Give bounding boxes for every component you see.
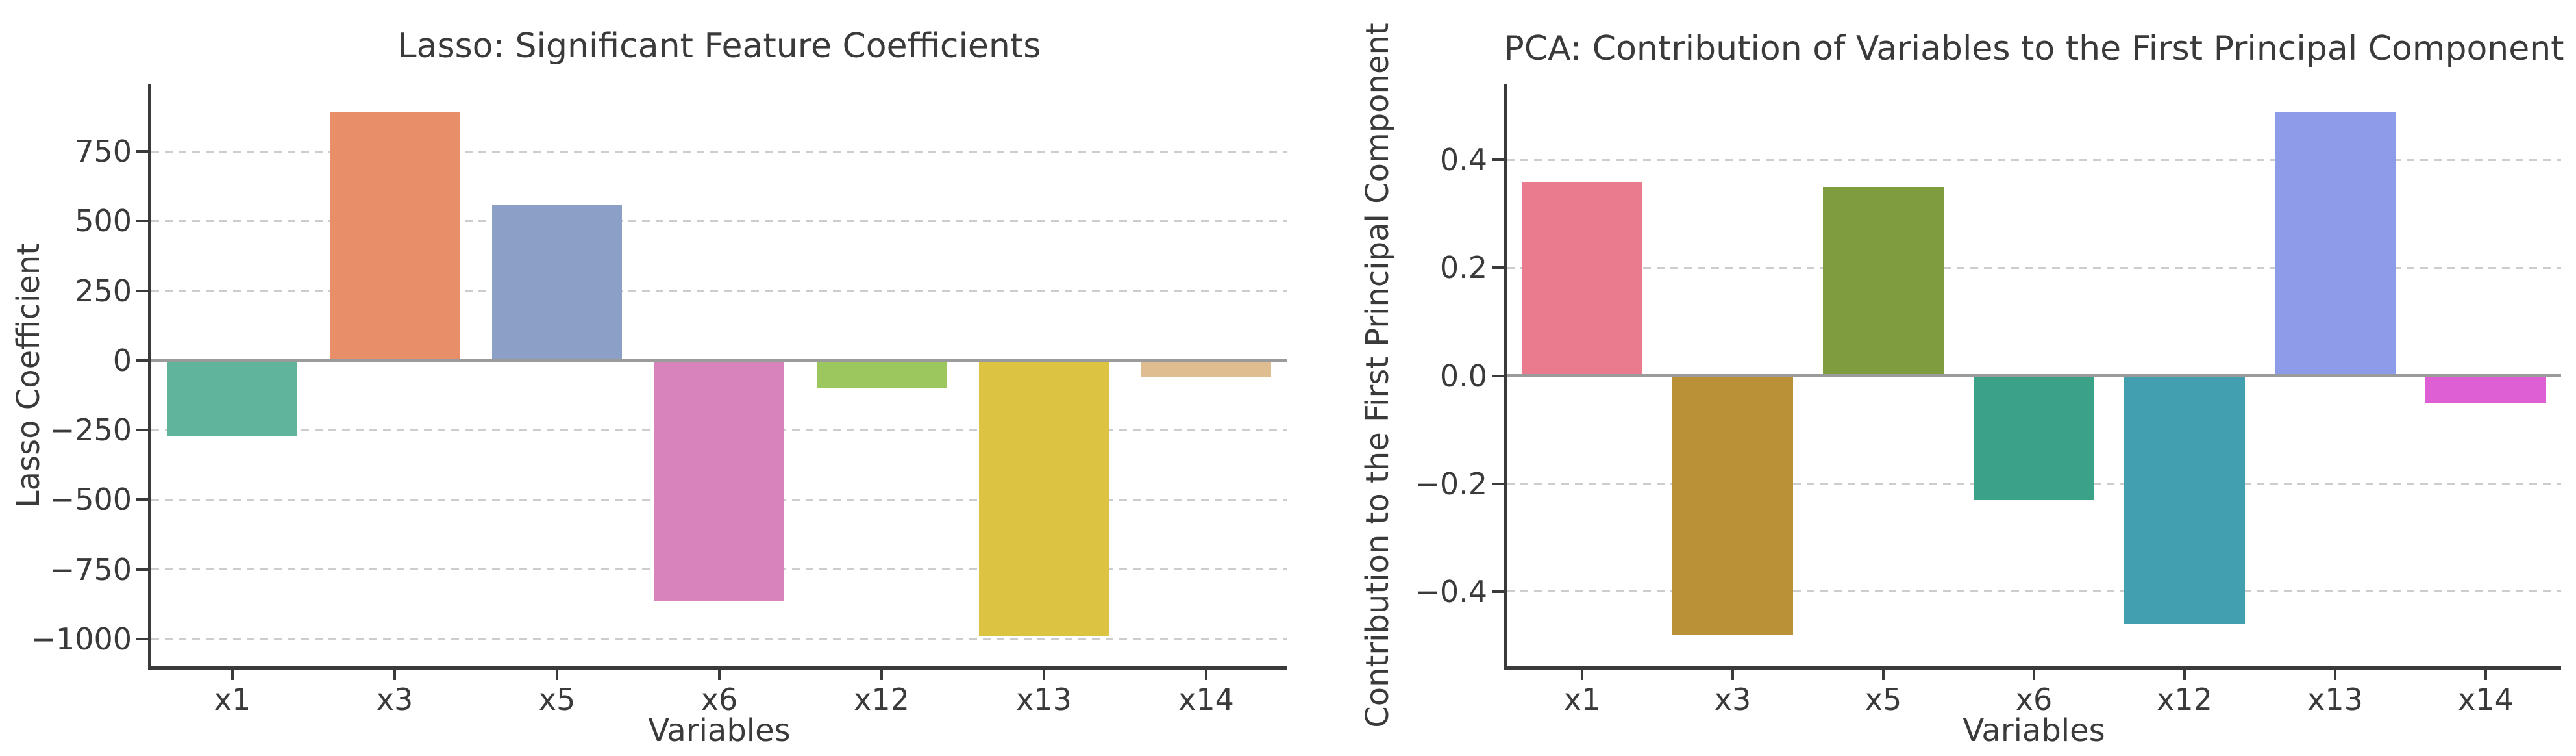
y-tick-label-−0.4: −0.4 bbox=[1415, 573, 1487, 609]
x-tick-label-x1: x1 bbox=[1563, 682, 1601, 717]
x-tick-label-x6: x6 bbox=[700, 682, 738, 717]
x-tick-mark-x12 bbox=[880, 670, 883, 680]
x-tick-label-x3: x3 bbox=[1714, 682, 1752, 717]
x-tick-mark-x13 bbox=[2334, 670, 2336, 680]
bar-x1 bbox=[167, 360, 297, 436]
y-tick-mark-−0.2 bbox=[1492, 482, 1504, 485]
y-tick-mark-−250 bbox=[136, 429, 148, 432]
y-tick-label-−750: −750 bbox=[49, 551, 132, 587]
y-tick-mark-−0.4 bbox=[1492, 590, 1504, 593]
y-tick-label-−500: −500 bbox=[49, 482, 132, 518]
x-tick-mark-x5 bbox=[556, 670, 558, 680]
y-tick-label-−1000: −1000 bbox=[31, 622, 132, 657]
bar-x14 bbox=[2425, 375, 2546, 403]
x-tick-mark-x3 bbox=[393, 670, 396, 680]
pca-x-axis-label: Variables bbox=[1963, 712, 2105, 749]
x-tick-label-x13: x13 bbox=[2307, 682, 2363, 717]
gridline-0.2 bbox=[1507, 266, 2561, 269]
x-tick-mark-x14 bbox=[1205, 670, 1208, 680]
y-tick-label-250: 250 bbox=[75, 273, 132, 309]
y-tick-mark-250 bbox=[136, 289, 148, 292]
y-tick-label-750: 750 bbox=[75, 134, 132, 169]
y-tick-mark-0 bbox=[136, 359, 148, 362]
left-spine bbox=[148, 84, 151, 670]
y-tick-mark-0.2 bbox=[1492, 266, 1504, 270]
y-tick-label-−250: −250 bbox=[49, 412, 132, 448]
gridline-−0.4 bbox=[1507, 590, 2561, 593]
bar-x5 bbox=[492, 204, 622, 360]
bar-x12 bbox=[2124, 375, 2245, 624]
bar-x1 bbox=[1522, 181, 1642, 376]
x-tick-mark-x13 bbox=[1043, 670, 1045, 680]
bar-x3 bbox=[330, 112, 460, 360]
bottom-spine bbox=[1504, 666, 2561, 670]
x-tick-mark-x14 bbox=[2484, 670, 2487, 680]
x-tick-label-x5: x5 bbox=[538, 682, 576, 717]
zero-baseline bbox=[151, 359, 1287, 362]
y-tick-mark-−750 bbox=[136, 568, 148, 571]
x-tick-mark-x5 bbox=[1882, 670, 1885, 680]
y-tick-label-−0.2: −0.2 bbox=[1415, 466, 1487, 501]
x-tick-label-x12: x12 bbox=[2157, 682, 2212, 717]
y-tick-label-0.2: 0.2 bbox=[1439, 250, 1487, 286]
lasso-plot-area: 750 500 250 0 −250 −500 −750 −1000 x1 x3 x5 x6 x12 x1… bbox=[31, 84, 1287, 715]
gridline-−1000 bbox=[151, 638, 1287, 640]
y-tick-label-500: 500 bbox=[75, 203, 132, 239]
bar-x3 bbox=[1672, 375, 1793, 635]
gridline-−750 bbox=[151, 568, 1287, 571]
x-tick-mark-x3 bbox=[1731, 670, 1734, 680]
zero-baseline bbox=[1507, 374, 2561, 377]
pca-plot-area: 0.4 0.2 0.0 −0.2 −0.4 x1 x3 x5 x6 x12 x13 x14 bbox=[1415, 84, 2561, 715]
gridline-−0.2 bbox=[1507, 483, 2561, 485]
x-tick-label-x12: x12 bbox=[854, 682, 910, 717]
bar-x5 bbox=[1823, 186, 1944, 376]
x-tick-label-x5: x5 bbox=[1864, 682, 1902, 717]
x-tick-mark-x6 bbox=[718, 670, 721, 680]
gridline-−250 bbox=[151, 429, 1287, 431]
gridline-250 bbox=[151, 290, 1287, 292]
gridline-0 bbox=[151, 359, 1287, 362]
x-tick-label-x14: x14 bbox=[2458, 682, 2514, 717]
y-tick-mark-−1000 bbox=[136, 638, 148, 641]
x-tick-label-x13: x13 bbox=[1016, 682, 1072, 717]
y-tick-label-0.0: 0.0 bbox=[1439, 358, 1487, 394]
x-tick-label-x14: x14 bbox=[1178, 682, 1234, 717]
x-tick-mark-x12 bbox=[2183, 670, 2186, 680]
gridline-500 bbox=[151, 220, 1287, 222]
x-tick-label-x3: x3 bbox=[376, 682, 414, 717]
bar-x13 bbox=[2275, 111, 2396, 376]
y-tick-label-0: 0 bbox=[112, 342, 132, 378]
pca-chart-title: PCA: Contribution of Variables to the Fi… bbox=[1504, 29, 2564, 68]
x-tick-mark-x1 bbox=[231, 670, 234, 680]
bar-x13 bbox=[979, 360, 1109, 636]
x-tick-label-x1: x1 bbox=[214, 682, 251, 717]
bar-x6 bbox=[654, 360, 784, 602]
y-tick-mark-750 bbox=[136, 150, 148, 153]
bar-x12 bbox=[817, 360, 947, 388]
lasso-y-axis-label: Lasso Coefficient bbox=[10, 242, 47, 509]
x-tick-label-x6: x6 bbox=[2015, 682, 2053, 717]
lasso-x-axis-label: Variables bbox=[648, 712, 791, 749]
gridline-750 bbox=[151, 150, 1287, 153]
bar-x14 bbox=[1141, 360, 1271, 377]
gridline-0.0 bbox=[1507, 375, 2561, 377]
x-tick-mark-x6 bbox=[2033, 670, 2035, 680]
gridline-0.4 bbox=[1507, 158, 2561, 161]
y-tick-mark-0.0 bbox=[1492, 374, 1504, 377]
gridline-−500 bbox=[151, 498, 1287, 501]
y-tick-mark-500 bbox=[136, 220, 148, 223]
y-tick-mark-0.4 bbox=[1492, 158, 1504, 162]
bottom-spine bbox=[148, 666, 1287, 670]
pca-y-axis-label: Contribution to the First Principal Comp… bbox=[1359, 23, 1396, 728]
y-tick-mark-−500 bbox=[136, 498, 148, 501]
lasso-chart-title: Lasso: Significant Feature Coefficients bbox=[397, 27, 1041, 66]
x-tick-mark-x1 bbox=[1581, 670, 1583, 680]
y-tick-label-0.4: 0.4 bbox=[1439, 142, 1487, 178]
bar-x6 bbox=[1974, 375, 2094, 500]
left-spine bbox=[1504, 84, 1507, 670]
